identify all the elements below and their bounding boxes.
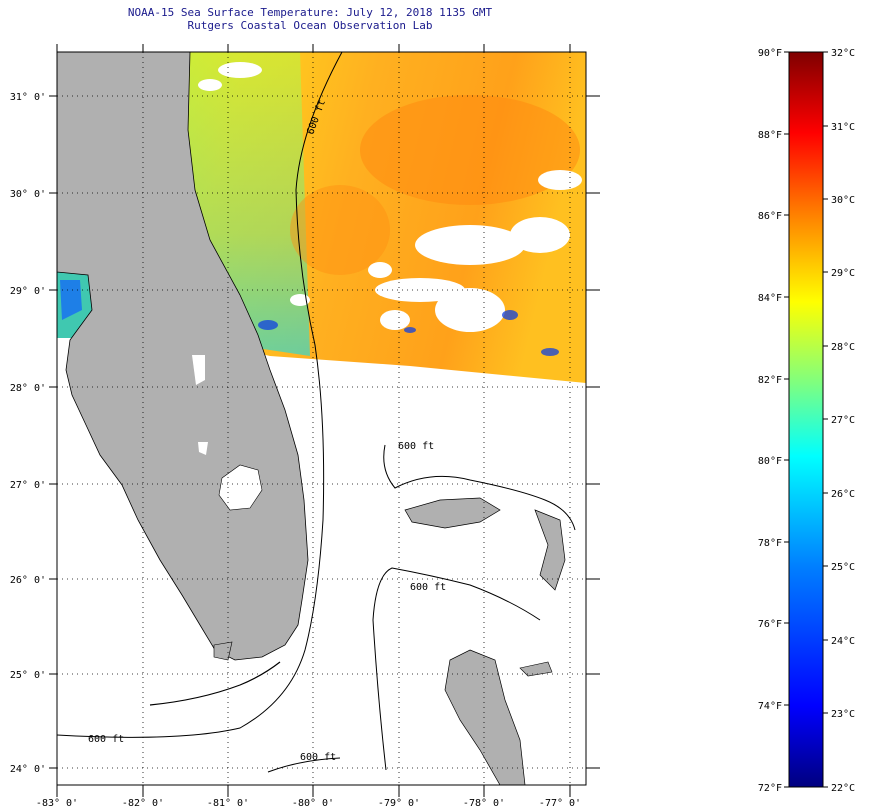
lon-label-83: -83° 0' (36, 798, 78, 809)
cb-c-31: 31°C (831, 122, 855, 133)
lat-label-25: 25° 0' (10, 670, 46, 681)
depth-contours (57, 52, 576, 773)
lake-okeechobee (218, 464, 263, 511)
lon-label-81: -81° 0' (207, 798, 249, 809)
lon-label-80: -80° 0' (292, 798, 334, 809)
lat-label-30: 30° 0' (10, 189, 46, 200)
cb-f-84: 84°F (758, 293, 782, 304)
colorbar-f-ticks (784, 51, 789, 788)
cloud-patches (198, 62, 582, 332)
lat-label-27: 27° 0' (10, 480, 46, 491)
lon-label-82: -82° 0' (122, 798, 164, 809)
bahamas-andros (444, 649, 526, 785)
cb-f-78: 78°F (758, 538, 782, 549)
map-title: NOAA-15 Sea Surface Temperature: July 12… (127, 6, 493, 19)
cb-c-26: 26°C (831, 489, 855, 500)
contour-label-5: 600 ft (300, 752, 336, 763)
cb-f-82: 82°F (758, 375, 782, 386)
cb-c-30: 30°C (831, 195, 855, 206)
colorbar-c-ticks (823, 51, 828, 788)
cb-f-76: 76°F (758, 619, 782, 630)
bahamas-abaco (534, 509, 566, 591)
cb-c-24: 24°C (831, 636, 855, 647)
lon-label-79: -79° 0' (378, 798, 420, 809)
lon-label-77: -77° 0' (539, 798, 581, 809)
lat-label-24: 24° 0' (10, 764, 46, 775)
cb-f-74: 74°F (758, 701, 782, 712)
graticule (57, 52, 586, 785)
lat-label-26: 26° 0' (10, 575, 46, 586)
contour-label-2: 600 ft (398, 441, 434, 452)
cb-c-22: 22°C (831, 783, 855, 794)
map-area: 600 ft 600 ft 600 ft 600 ft 600 ft (57, 52, 586, 785)
cb-c-25: 25°C (831, 562, 855, 573)
cb-f-80: 80°F (758, 456, 782, 467)
lat-label-31: 31° 0' (10, 92, 46, 103)
cb-f-88: 88°F (758, 130, 782, 141)
lat-label-29: 29° 0' (10, 286, 46, 297)
cb-f-72: 72°F (758, 783, 782, 794)
lon-label-78: -78° 0' (463, 798, 505, 809)
map-subtitle: Rutgers Coastal Ocean Observation Lab (187, 19, 433, 32)
contour-label-4: 600 ft (88, 734, 124, 745)
cb-c-23: 23°C (831, 709, 855, 720)
contour-label-3: 600 ft (410, 582, 446, 593)
cb-c-29: 29°C (831, 268, 855, 279)
cb-f-90: 90°F (758, 48, 782, 59)
cb-c-27: 27°C (831, 415, 855, 426)
cb-f-86: 86°F (758, 211, 782, 222)
bahamas-grand-bahama (404, 497, 501, 529)
colorbar (788, 51, 824, 788)
cb-c-32: 32°C (831, 48, 855, 59)
lat-label-28: 28° 0' (10, 383, 46, 394)
map-frame (56, 51, 587, 786)
cb-c-28: 28°C (831, 342, 855, 353)
